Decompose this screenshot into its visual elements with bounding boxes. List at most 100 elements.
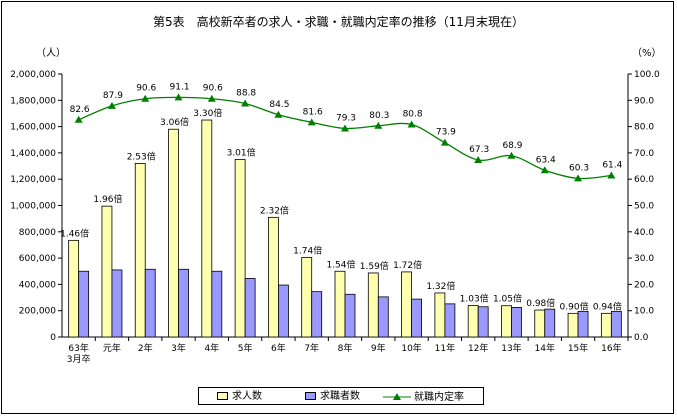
bar-job-openings (68, 239, 80, 338)
left-tick-label: 400,000 (19, 280, 56, 290)
rate-marker (74, 115, 83, 123)
rate-label: 84.5 (269, 100, 289, 110)
bar-job-seekers (444, 303, 456, 338)
right-tick-label: 0.0 (634, 333, 649, 343)
x-tick-label: 7年 (304, 342, 319, 354)
rate-marker (440, 138, 449, 146)
rate-label: 79.3 (336, 113, 356, 123)
bar-job-openings (434, 292, 446, 338)
ratio-label: 0.90倍 (560, 300, 589, 312)
ratio-label: 0.94倍 (593, 300, 622, 312)
ratio-label: 1.05倍 (493, 293, 522, 305)
bar-job-openings (301, 257, 313, 338)
x-tick-label: 16年 (601, 342, 621, 354)
x-tick-label: 11年 (435, 342, 455, 354)
ratio-label: 0.98倍 (526, 297, 555, 309)
rate-marker (607, 171, 616, 179)
bar-job-seekers (377, 296, 389, 338)
rate-label: 81.6 (303, 107, 323, 117)
x-tick-label: 10年 (401, 342, 421, 354)
rate-marker (274, 110, 283, 118)
rate-label: 63.4 (536, 155, 556, 165)
ratio-label: 3.06倍 (160, 116, 189, 128)
bar-job-seekers (78, 270, 90, 338)
legend-line-placement-rate (383, 391, 411, 403)
ratio-label: 1.54倍 (326, 258, 355, 270)
x-tick-label: 5年 (238, 342, 253, 354)
rate-marker (174, 93, 183, 101)
chart-title: 第5表 高校新卒者の求人・求職・就職内定率の推移（11月末現在） (153, 15, 524, 29)
x-tick-label: 63年 (68, 342, 88, 354)
rate-marker (341, 124, 349, 132)
rate-label: 90.6 (136, 84, 156, 94)
left-tick-label: 1,800,000 (10, 96, 56, 106)
rate-marker (574, 174, 583, 182)
bar-job-seekers (211, 270, 223, 338)
bar-job-openings (401, 271, 412, 338)
right-tick-label: 70.0 (634, 149, 654, 159)
x-tick-label: 元年 (103, 342, 121, 354)
rate-marker (307, 118, 316, 126)
rate-marker (507, 151, 516, 159)
rate-marker (474, 156, 483, 164)
bar-job-openings (501, 305, 512, 338)
left-tick-label: 1,200,000 (10, 175, 56, 185)
rate-marker (540, 166, 549, 174)
bar-job-seekers (178, 268, 189, 338)
rate-label: 61.4 (602, 161, 622, 171)
bar-job-openings (234, 159, 246, 338)
legend-item-placement-rate: 就職内定率 (383, 391, 464, 403)
bar-job-seekers (144, 268, 156, 338)
ratio-label: 1.03倍 (460, 292, 489, 304)
ratio-label: 1.46倍 (60, 227, 89, 239)
rate-label: 80.3 (369, 111, 389, 121)
ratio-label: 1.59倍 (360, 260, 389, 272)
left-tick-label: 800,000 (19, 228, 56, 238)
right-axis-unit: （%） (632, 48, 662, 59)
rate-label: 88.8 (236, 88, 256, 98)
x-tick-label: 13年 (501, 342, 521, 354)
bar-job-openings (334, 270, 346, 338)
legend-label-job-seekers: 求職者数 (320, 391, 360, 402)
rate-label: 60.3 (569, 163, 589, 173)
right-tick-label: 20.0 (634, 280, 654, 290)
bar-job-openings (534, 309, 546, 338)
x-tick-label: 3年 (171, 342, 186, 354)
rate-label: 90.6 (203, 84, 223, 94)
rate-marker (374, 121, 383, 129)
bar-job-seekers (111, 269, 123, 338)
bar-job-openings (101, 205, 113, 338)
rate-marker (107, 101, 116, 109)
bar-job-openings (201, 119, 213, 338)
rate-label: 87.9 (103, 91, 123, 101)
ratio-label: 1.32倍 (426, 280, 455, 292)
left-tick-label: 600,000 (19, 254, 56, 264)
right-tick-label: 30.0 (634, 254, 654, 264)
rate-label: 82.6 (70, 105, 90, 115)
rate-marker (141, 94, 150, 102)
rate-label: 68.9 (502, 141, 522, 151)
left-tick-label: 0 (50, 333, 56, 343)
bar-job-openings (268, 216, 279, 338)
bar-job-seekers (511, 307, 522, 338)
bar-job-seekers (278, 284, 289, 338)
bar-job-seekers (610, 310, 622, 338)
legend-swatch-job-seekers (305, 392, 316, 400)
right-tick-label: 50.0 (634, 202, 654, 212)
x-tick-label: 14年 (535, 342, 555, 354)
left-axis-unit: （人） (36, 48, 66, 59)
ratio-label: 1.72倍 (393, 259, 422, 271)
bar-job-openings (600, 312, 612, 338)
rate-label: 80.8 (403, 109, 423, 119)
legend-item-job-openings: 求人数 (217, 391, 262, 403)
right-tick-label: 80.0 (634, 123, 654, 133)
bar-job-seekers (577, 310, 589, 338)
line-placement-rate (78, 96, 612, 180)
bar-job-openings (567, 312, 579, 338)
rate-marker (241, 99, 250, 107)
left-tick-label: 1,600,000 (10, 123, 56, 133)
right-tick-label: 100.0 (634, 70, 660, 80)
legend-label-placement-rate: 就職内定率 (414, 392, 464, 403)
